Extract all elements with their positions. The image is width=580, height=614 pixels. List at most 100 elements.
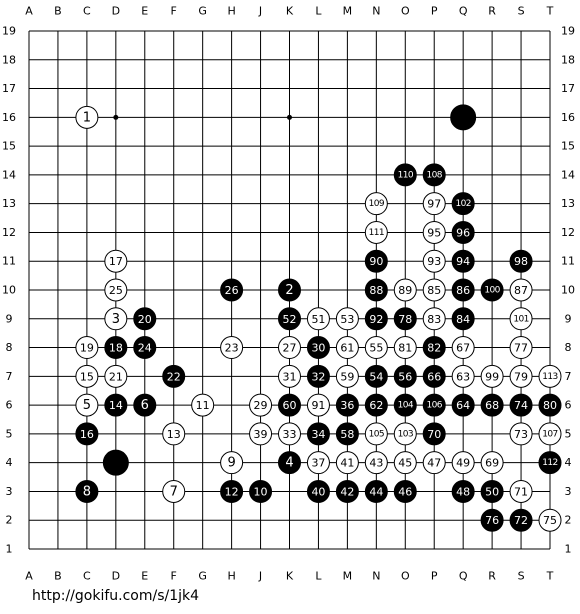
row-label: 16	[2, 111, 16, 124]
white-stone	[509, 422, 533, 446]
row-label: 18	[2, 53, 16, 66]
white-stone	[278, 364, 301, 388]
move-number: 42	[340, 485, 354, 498]
move-number: 68	[485, 399, 499, 412]
row-label: 17	[561, 82, 575, 95]
move-number: 43	[369, 457, 383, 470]
move-number: 105	[369, 429, 384, 439]
move-number: 67	[456, 342, 470, 355]
black-stone	[249, 479, 273, 503]
column-label: A	[25, 5, 33, 18]
black-stone	[335, 479, 359, 503]
move-number: 46	[398, 485, 412, 498]
white-stone	[480, 451, 504, 475]
move-number: 21	[109, 370, 123, 383]
move-number: 17	[109, 255, 123, 268]
column-label: T	[546, 570, 554, 583]
column-label: H	[227, 570, 235, 583]
move-number: 61	[340, 342, 354, 355]
move-number: 111	[369, 228, 384, 238]
move-number: 16	[80, 428, 94, 441]
row-label: 4	[565, 456, 572, 469]
white-stone	[335, 451, 359, 475]
black-stone	[509, 508, 533, 532]
black-stone	[306, 364, 330, 388]
move-number: 7	[170, 484, 178, 499]
row-label: 13	[561, 197, 575, 210]
white-stone	[538, 364, 562, 388]
white-stone	[538, 422, 562, 446]
black-stone	[104, 336, 128, 360]
column-label: G	[198, 570, 207, 583]
white-stone	[509, 336, 533, 360]
black-stone	[509, 249, 533, 273]
row-label: 15	[2, 140, 16, 153]
white-stone	[306, 393, 330, 417]
move-number: 82	[427, 342, 441, 355]
move-number: 56	[398, 370, 412, 383]
row-label: 3	[565, 485, 572, 498]
black-stone	[364, 278, 388, 302]
white-stone	[451, 364, 475, 388]
white-stone	[538, 508, 562, 532]
move-number: 47	[427, 457, 441, 470]
row-label: 5	[6, 427, 13, 440]
white-stone	[75, 364, 99, 388]
move-number: 10	[254, 485, 268, 498]
row-label: 17	[2, 82, 16, 95]
column-label: D	[112, 5, 120, 18]
black-stone	[451, 192, 475, 216]
move-number: 4	[285, 456, 293, 471]
black-stone	[220, 278, 244, 302]
move-number: 51	[311, 313, 325, 326]
black-stone	[102, 449, 129, 476]
column-label: D	[112, 570, 120, 583]
white-stone	[191, 393, 215, 417]
black-stone	[451, 249, 475, 273]
white-stone	[364, 336, 388, 360]
move-number: 85	[427, 284, 441, 297]
move-number: 89	[398, 284, 412, 297]
black-stone	[422, 393, 446, 417]
column-label: N	[372, 5, 380, 18]
column-label: K	[286, 5, 294, 18]
black-stone	[75, 479, 99, 503]
column-label: J	[258, 5, 262, 18]
black-stone	[393, 393, 417, 417]
white-stone	[509, 479, 533, 503]
white-stone	[422, 451, 446, 475]
move-number: 49	[456, 457, 470, 470]
black-stone	[306, 336, 330, 360]
row-label: 15	[561, 140, 575, 153]
white-stone	[451, 336, 475, 360]
black-stone	[451, 393, 475, 417]
row-label: 19	[561, 25, 575, 38]
row-label: 2	[6, 514, 13, 527]
move-number: 25	[109, 284, 123, 297]
move-number: 13	[167, 428, 181, 441]
column-label: P	[431, 570, 438, 583]
white-stone	[509, 278, 533, 302]
move-number: 36	[340, 399, 354, 412]
black-stone	[393, 307, 417, 331]
black-stone	[306, 422, 330, 446]
move-number: 108	[427, 170, 443, 180]
row-label: 13	[2, 197, 16, 210]
column-label: F	[171, 570, 177, 583]
white-stone	[278, 422, 301, 446]
black-stone	[364, 479, 388, 503]
white-stone	[393, 451, 417, 475]
move-number: 15	[80, 370, 94, 383]
move-number: 2	[285, 283, 293, 298]
row-label: 2	[565, 514, 572, 527]
move-number: 104	[398, 401, 414, 411]
white-stone	[104, 278, 128, 302]
row-label: 5	[565, 427, 572, 440]
black-stone	[393, 163, 417, 187]
white-stone	[393, 278, 417, 302]
row-label: 19	[2, 25, 16, 38]
move-number: 53	[340, 313, 354, 326]
black-stone	[450, 104, 477, 131]
move-number: 74	[514, 399, 528, 412]
